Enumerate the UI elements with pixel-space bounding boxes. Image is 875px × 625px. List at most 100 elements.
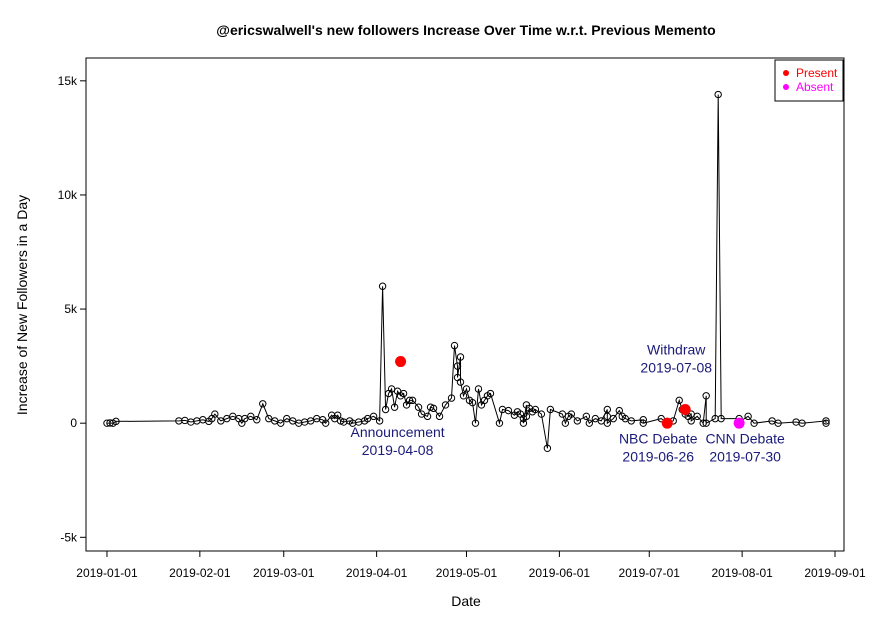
annotation-line: Withdraw [647, 342, 706, 358]
data-point [639, 419, 647, 427]
data-point [447, 394, 456, 402]
data-point [717, 414, 725, 423]
data-point [543, 444, 552, 452]
data-point [453, 362, 462, 370]
data-point [378, 282, 387, 290]
series-line [106, 94, 827, 449]
data-point [259, 400, 267, 408]
data-point [435, 412, 444, 421]
data-point [375, 417, 384, 425]
data-point [639, 416, 647, 424]
data-point [699, 419, 707, 427]
data-point [414, 403, 423, 411]
x-axis: 2019-01-01 2019-02-01 2019-03-01 2019-04-01… [76, 551, 866, 580]
data-point [333, 411, 342, 419]
data-point [429, 404, 438, 413]
data-point [774, 419, 782, 427]
event-marker-present [395, 356, 407, 368]
data-point [522, 412, 531, 421]
data-point [750, 419, 758, 427]
series-group [103, 90, 830, 452]
data-point [462, 385, 471, 393]
annotation-line: NBC Debate [619, 431, 698, 447]
data-point [471, 419, 480, 427]
data-point [321, 419, 330, 427]
data-point [693, 412, 701, 421]
data-point [519, 419, 528, 427]
annotation-line: CNN Debate [705, 431, 785, 447]
data-point [112, 417, 120, 426]
event-marker-present [661, 417, 673, 429]
data-point [456, 353, 465, 361]
data-point [537, 410, 546, 418]
data-point [546, 405, 555, 414]
data-point [468, 398, 477, 407]
data-point [441, 401, 450, 409]
annotation: CNN Debate 2019-07-30 [705, 431, 785, 465]
data-point [714, 90, 722, 99]
data-point [459, 392, 468, 400]
x-tick-label: 2019-03-01 [253, 566, 315, 580]
annotation-line: 2019-07-08 [640, 360, 712, 376]
event-marker-present [679, 403, 691, 415]
data-point [603, 419, 612, 427]
annotations: Announcement 2019-04-08 NBC Debate 2019-06-… [350, 342, 785, 465]
data-point [573, 417, 582, 425]
plot-frame [85, 57, 845, 552]
annotation-line: 2019-07-30 [709, 449, 781, 465]
data-point [531, 405, 540, 414]
data-point [369, 412, 378, 421]
legend-label: Present [796, 66, 838, 80]
data-point [822, 417, 830, 425]
annotation-line: 2019-04-08 [362, 442, 434, 458]
data-point [702, 392, 710, 400]
y-tick-label: 10k [58, 188, 78, 202]
data-point [687, 417, 695, 425]
data-point [609, 414, 618, 423]
data-point [675, 396, 683, 405]
y-tick-label: -5k [60, 530, 78, 544]
data-point [456, 378, 465, 386]
legend-box [774, 59, 844, 102]
y-axis: -5k 0 5k 10k 15k [58, 74, 86, 544]
data-point [450, 341, 459, 350]
annotation: Announcement 2019-04-08 [350, 424, 444, 458]
x-tick-label: 2019-04-01 [346, 566, 408, 580]
data-point [744, 412, 752, 421]
data-point [408, 396, 417, 405]
data-point [247, 412, 255, 421]
data-point [627, 417, 635, 425]
x-tick-label: 2019-01-01 [76, 566, 138, 580]
data-point [495, 419, 504, 427]
annotation-line: 2019-06-26 [622, 449, 694, 465]
data-point [399, 389, 408, 398]
data-point [211, 410, 219, 418]
y-tick-label: 0 [70, 416, 77, 430]
data-point [798, 419, 806, 427]
data-point [615, 406, 623, 415]
data-point [253, 416, 261, 424]
x-tick-label: 2019-08-01 [711, 566, 773, 580]
legend-label: Absent [796, 80, 834, 94]
event-marker-absent [733, 417, 745, 429]
annotation-line: Announcement [350, 424, 444, 440]
x-axis-label: Date [451, 593, 481, 609]
data-point [585, 419, 594, 427]
data-point [702, 419, 710, 427]
data-point [390, 403, 399, 411]
x-tick-label: 2019-05-01 [436, 566, 498, 580]
data-point [423, 412, 432, 421]
y-tick-label: 15k [58, 74, 78, 88]
legend-marker [783, 70, 789, 76]
x-tick-label: 2019-07-01 [619, 566, 681, 580]
event-markers [395, 356, 745, 429]
legend-marker [783, 84, 789, 90]
data-point [822, 419, 830, 427]
data-point [277, 419, 285, 427]
x-tick-label: 2019-06-01 [529, 566, 591, 580]
data-point [486, 389, 495, 398]
annotation: Withdraw 2019-07-08 [640, 342, 712, 376]
y-tick-label: 5k [64, 302, 78, 316]
data-point [582, 412, 591, 421]
